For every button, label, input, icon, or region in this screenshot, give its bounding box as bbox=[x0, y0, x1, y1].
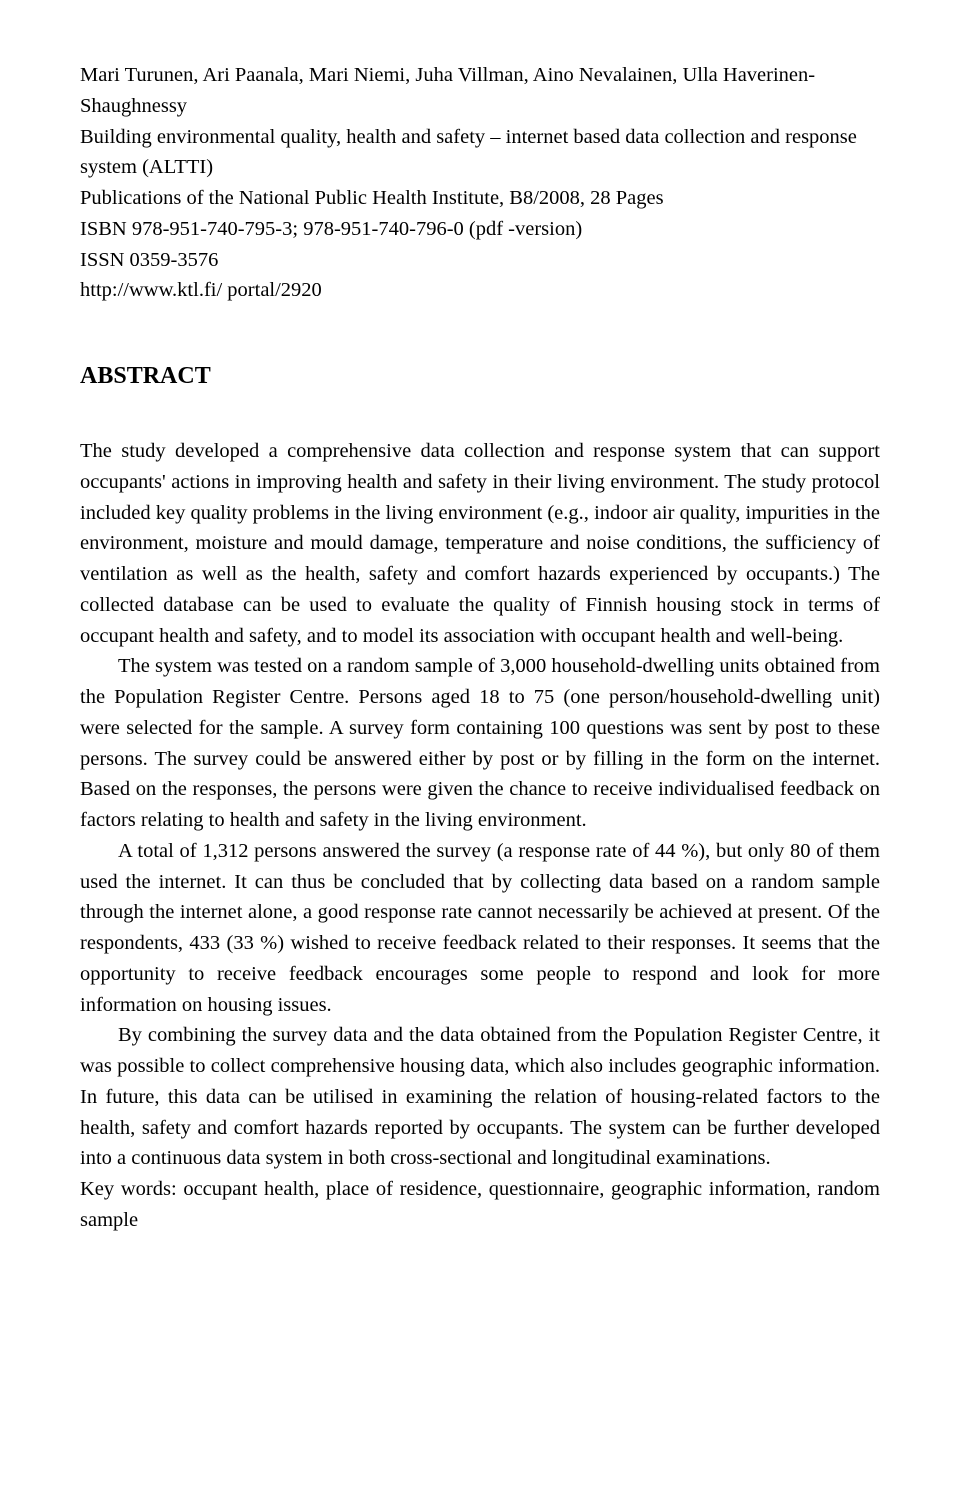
document-header: Mari Turunen, Ari Paanala, Mari Niemi, J… bbox=[80, 60, 880, 306]
abstract-paragraph-4: By combining the survey data and the dat… bbox=[80, 1020, 880, 1174]
abstract-paragraph-2: The system was tested on a random sample… bbox=[80, 651, 880, 836]
document-title: Building environmental quality, health a… bbox=[80, 122, 880, 184]
publication-line-1: Publications of the National Public Heal… bbox=[80, 183, 880, 214]
keywords: Key words: occupant health, place of res… bbox=[80, 1174, 880, 1236]
publication-line-2: ISBN 978-951-740-795-3; 978-951-740-796-… bbox=[80, 214, 880, 245]
abstract-heading: ABSTRACT bbox=[80, 358, 880, 394]
publication-line-3: ISSN 0359-3576 bbox=[80, 245, 880, 276]
authors-line: Mari Turunen, Ari Paanala, Mari Niemi, J… bbox=[80, 60, 880, 122]
abstract-paragraph-1: The study developed a comprehensive data… bbox=[80, 436, 880, 651]
abstract-paragraph-3: A total of 1,312 persons answered the su… bbox=[80, 836, 880, 1021]
publication-url: http://www.ktl.fi/ portal/2920 bbox=[80, 275, 880, 306]
